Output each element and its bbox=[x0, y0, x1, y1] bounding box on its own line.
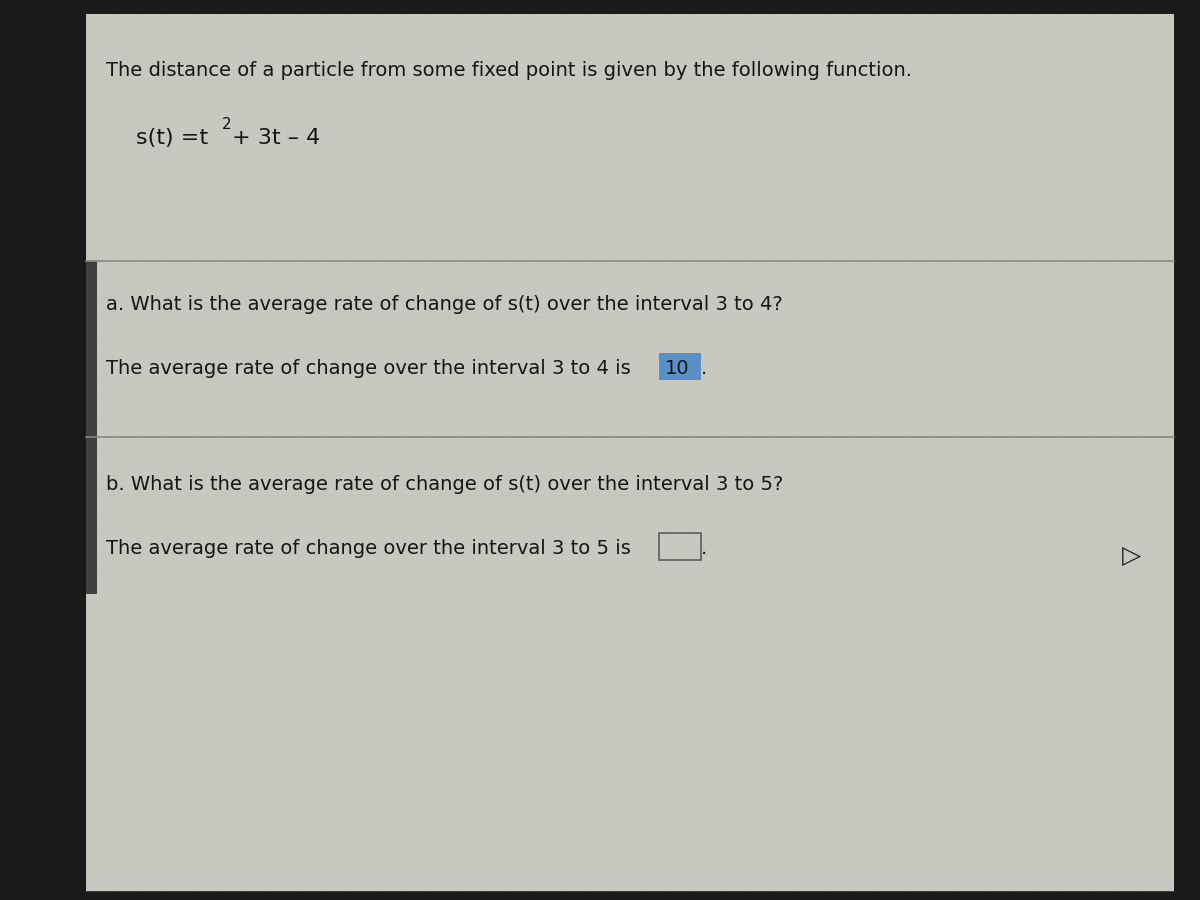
Text: The average rate of change over the interval 3 to 4 is: The average rate of change over the inte… bbox=[106, 358, 637, 377]
Text: a. What is the average rate of change of s(t) over the interval 3 to 4?: a. What is the average rate of change of… bbox=[106, 295, 782, 314]
Text: ▷: ▷ bbox=[1122, 544, 1141, 568]
Text: s(t) =t: s(t) =t bbox=[136, 128, 208, 148]
Text: The average rate of change over the interval 3 to 5 is: The average rate of change over the inte… bbox=[106, 538, 637, 557]
Text: The distance of a particle from some fixed point is given by the following funct: The distance of a particle from some fix… bbox=[106, 61, 912, 80]
Text: .: . bbox=[701, 358, 707, 377]
Text: 2: 2 bbox=[222, 117, 232, 131]
Text: .: . bbox=[701, 538, 707, 557]
Text: + 3t – 4: + 3t – 4 bbox=[232, 128, 320, 148]
Text: 10: 10 bbox=[665, 358, 690, 377]
Text: b. What is the average rate of change of s(t) over the interval 3 to 5?: b. What is the average rate of change of… bbox=[106, 475, 782, 494]
